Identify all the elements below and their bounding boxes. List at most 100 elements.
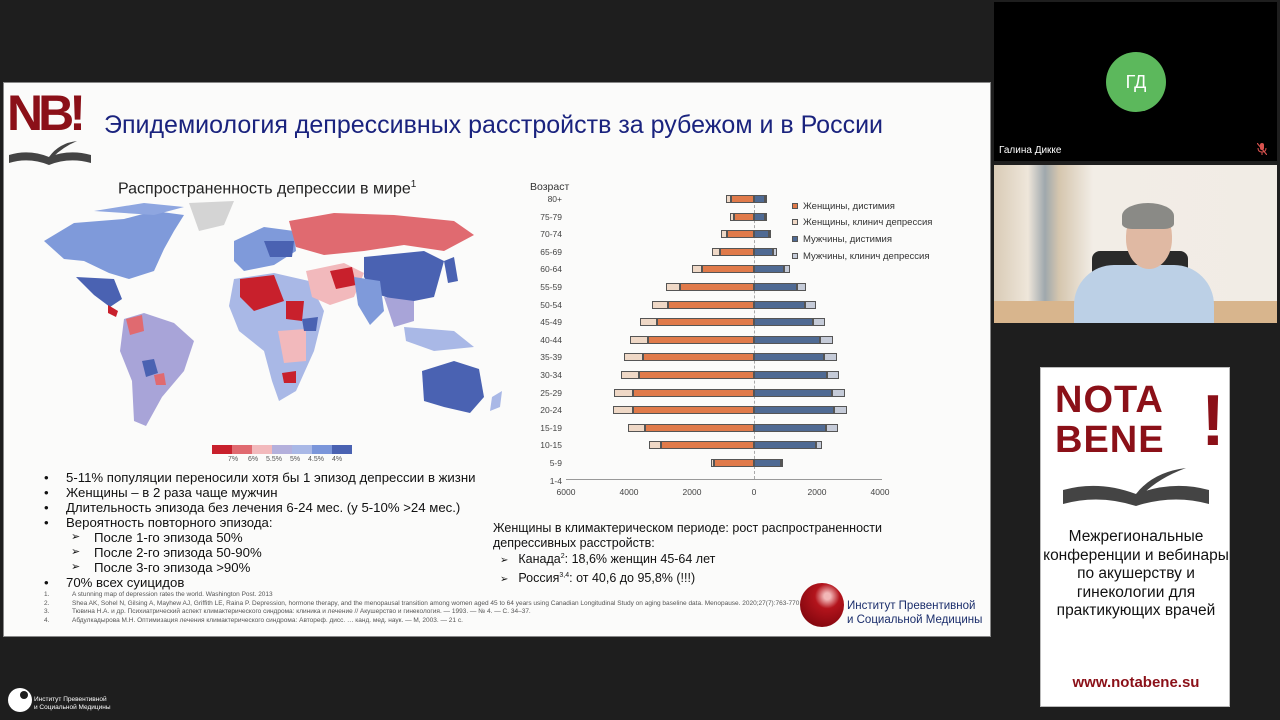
bar-women-clinical — [621, 371, 640, 379]
bullet: Женщины – в 2 раза чаще мужчин — [44, 485, 476, 500]
scale-label: 4.5% — [308, 456, 324, 463]
open-book-icon — [1063, 468, 1209, 506]
bar-men-dysthymia — [754, 265, 784, 274]
slide-title: Эпидемиология депрессивных расстройств з… — [104, 111, 884, 139]
age-label: 15-19 — [540, 422, 562, 433]
ad-description: Межрегиональные конференции и вебинары п… — [1043, 528, 1229, 619]
scale-swatch — [312, 445, 332, 454]
bar-men-clinical — [820, 335, 833, 344]
institute-name: Институт Превентивной и Социальной Медиц… — [847, 600, 983, 626]
bar-men-clinical — [816, 441, 823, 450]
scale-label: 5% — [290, 456, 301, 463]
scale-label: 6% — [248, 456, 259, 463]
bar-women-clinical — [639, 318, 657, 327]
scale-label: 4% — [332, 456, 343, 463]
scale-swatch — [272, 445, 292, 454]
bar-women-dysthymia — [731, 195, 754, 203]
bar-women-clinical — [666, 283, 680, 291]
nb-logo: NB! — [7, 85, 91, 169]
canada-stat: Канада2: 18,6% женщин 45-64 лет — [493, 550, 882, 569]
bar-women-dysthymia — [668, 300, 754, 309]
bullet: 5-11% популяции переносили хотя бы 1 эпи… — [44, 470, 476, 485]
age-label: 20-24 — [540, 405, 562, 416]
scale-swatch — [232, 445, 252, 454]
epidemiology-bullets: 5-11% популяции переносили хотя бы 1 эпи… — [44, 470, 476, 590]
bar-women-clinical — [612, 406, 634, 415]
nb-logo-text: NB! — [7, 85, 86, 141]
ad-brand: NOTA BENE — [1055, 379, 1165, 461]
x-axis — [566, 479, 882, 480]
bar-women-clinical — [651, 300, 668, 309]
x-tick: 2000 — [682, 487, 702, 497]
reference-item: 1. A stunning map of depression rates the… — [44, 591, 273, 598]
bar-women-dysthymia — [656, 318, 754, 327]
age-label: 75-79 — [540, 211, 562, 222]
participant-video-tile[interactable] — [994, 165, 1277, 323]
bar-women-clinical — [725, 195, 731, 203]
bar-men-dysthymia — [754, 406, 834, 415]
video-speaker-hair — [1122, 203, 1174, 229]
chart-ylabel: Возраст — [530, 181, 570, 193]
scale-swatch — [252, 445, 272, 454]
reference-item: 3. Тювина Н.А. и др. Психиатрический аспе… — [44, 608, 531, 616]
bar-men-clinical — [765, 212, 768, 221]
age-label: 30-34 — [540, 370, 562, 380]
menopause-depression-note: Женщины в климактерическом периоде: рост… — [493, 521, 882, 587]
sub-bullet: После 2-го эпизода 50-90% — [44, 545, 476, 560]
bar-men-clinical — [781, 459, 784, 467]
notabene-ad-banner[interactable]: NOTA BENE ! Межрегиональные конференции … — [1040, 367, 1230, 707]
bar-women-dysthymia — [679, 283, 754, 291]
bar-men-dysthymia — [754, 212, 766, 221]
bar-women-dysthymia — [633, 406, 754, 415]
presentation-slide: NB! Эпидемиология депрессивных расстройс… — [3, 82, 991, 637]
bar-men-dysthymia — [754, 371, 828, 379]
bar-women-dysthymia — [661, 441, 754, 450]
bar-men-dysthymia — [754, 318, 813, 327]
bar-men-clinical — [796, 283, 806, 291]
bar-men-dysthymia — [754, 230, 770, 239]
scale-swatch — [292, 445, 312, 454]
open-book-icon — [9, 141, 91, 165]
bullet: Вероятность повторного эпизода: — [44, 515, 476, 530]
bullet: Длительность эпизода без лечения 6-24 ме… — [44, 500, 476, 515]
bar-women-clinical — [712, 247, 720, 256]
x-tick: 4000 — [619, 487, 639, 497]
bar-men-dysthymia — [754, 247, 773, 256]
age-label: 1-4 — [549, 475, 562, 486]
bar-men-clinical — [826, 423, 839, 432]
bar-men-clinical — [834, 406, 847, 415]
participant-name: Галина Дикке — [999, 145, 1062, 156]
bar-men-dysthymia — [754, 353, 824, 362]
reference-item: 4. Абдулкадырова М.Н. Оптимизация лечения… — [44, 616, 463, 624]
bar-women-clinical — [711, 459, 714, 467]
ad-url[interactable]: www.notabene.su — [1072, 674, 1200, 691]
bar-men-dysthymia — [754, 335, 821, 344]
x-tick: 0 — [751, 487, 757, 497]
age-label: 50-54 — [540, 299, 562, 310]
bar-women-clinical — [614, 388, 634, 397]
bar-men-clinical — [827, 371, 840, 379]
age-label: 55-59 — [540, 282, 562, 292]
scale-swatch — [212, 445, 232, 454]
bar-men-dysthymia — [754, 423, 827, 432]
mic-muted-icon — [1257, 143, 1267, 155]
bar-men-clinical — [823, 353, 837, 362]
map-color-scale — [212, 445, 352, 454]
participant-tile[interactable]: ГД Галина Дикке — [994, 2, 1277, 161]
bar-women-dysthymia — [733, 212, 754, 221]
legend-item: Женщины, дистимия — [792, 201, 895, 212]
bar-women-dysthymia — [702, 265, 754, 274]
age-label: 10-15 — [540, 440, 562, 451]
sub-bullet: После 1-го эпизода 50% — [44, 530, 476, 545]
legend-item: Мужчины, клинич депрессия — [792, 251, 929, 262]
note-line: Женщины в климактерическом периоде: рост… — [493, 521, 882, 535]
age-label: 45-49 — [540, 317, 562, 328]
bar-men-clinical — [769, 230, 772, 239]
russia-stat: Россия3,4: от 40,6 до 95,8% (!!!) — [493, 569, 882, 588]
bar-women-dysthymia — [645, 423, 754, 432]
bar-men-dysthymia — [754, 459, 782, 467]
bar-men-dysthymia — [754, 283, 797, 291]
watermark-text: Институт Превентивной и Социальной Медиц… — [34, 696, 111, 711]
bullet: 70% всех суицидов — [44, 575, 476, 590]
bar-men-dysthymia — [754, 441, 817, 450]
